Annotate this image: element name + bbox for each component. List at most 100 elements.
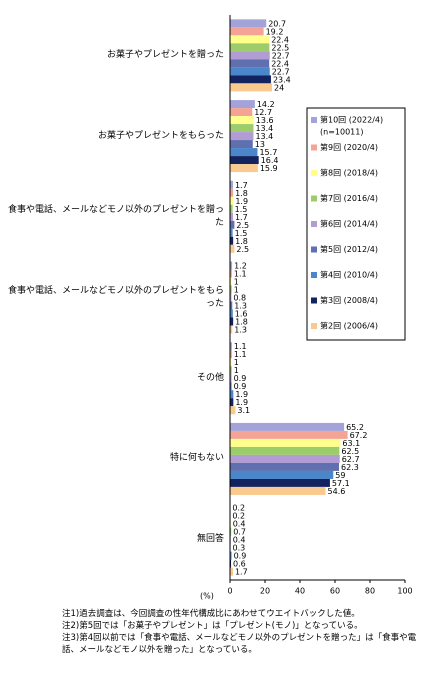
bar xyxy=(230,301,233,310)
bar xyxy=(230,164,258,173)
bar xyxy=(230,220,235,229)
value-label: 23.4 xyxy=(273,75,291,84)
x-tick-label: 80 xyxy=(365,587,375,596)
value-label: 22.7 xyxy=(272,51,290,60)
bar xyxy=(230,382,232,391)
bar xyxy=(230,285,232,294)
value-label: 1 xyxy=(234,366,239,375)
value-label: 13 xyxy=(255,140,265,149)
x-tick-label: 60 xyxy=(330,587,340,596)
bar xyxy=(230,325,233,334)
bar xyxy=(230,277,232,286)
value-label: 15.9 xyxy=(260,164,278,173)
value-label: 19.2 xyxy=(266,27,284,36)
bar xyxy=(230,188,234,197)
bar xyxy=(230,293,232,302)
bar xyxy=(230,422,345,431)
bar xyxy=(230,212,233,221)
value-label: 22.4 xyxy=(271,35,289,44)
bar xyxy=(230,269,232,278)
bar xyxy=(230,486,326,495)
value-label: 20.7 xyxy=(268,19,286,28)
value-label: 0.9 xyxy=(234,374,247,383)
value-label: 1.7 xyxy=(235,213,248,222)
bar xyxy=(230,470,334,479)
bar xyxy=(230,478,330,487)
value-label: 13.6 xyxy=(256,116,274,125)
value-label: 1.3 xyxy=(234,326,247,335)
bar xyxy=(230,374,232,383)
bar xyxy=(230,559,232,568)
value-label: 1.9 xyxy=(235,398,248,407)
bar xyxy=(230,108,253,117)
value-label: 62.5 xyxy=(341,447,359,456)
value-label: 57.1 xyxy=(332,479,350,488)
bar xyxy=(230,342,232,351)
bar xyxy=(230,454,340,463)
value-label: 16.4 xyxy=(261,156,279,165)
value-label: 1.5 xyxy=(235,229,248,238)
legend-marker xyxy=(311,195,317,202)
value-label: 1.1 xyxy=(234,342,247,351)
x-tick-label: 20 xyxy=(260,587,270,596)
bar xyxy=(230,309,233,318)
legend-label: 第6回 (2014/4) xyxy=(320,219,378,229)
bar xyxy=(230,390,234,399)
bar xyxy=(230,100,255,109)
category-label: お菓子やプレゼントを贈った xyxy=(106,49,224,60)
category-label: 無回答 xyxy=(196,534,224,545)
bar xyxy=(230,83,272,92)
value-label: 63.1 xyxy=(342,439,360,448)
value-label: 2.5 xyxy=(236,245,249,254)
bar xyxy=(230,430,348,439)
value-label: 22.5 xyxy=(271,43,289,52)
value-label: 1.8 xyxy=(235,237,248,246)
note: 注2)第5回では「お菓子やプレゼント」は「プレゼント(モノ)」となっている。 xyxy=(62,621,363,631)
bar xyxy=(230,124,254,133)
value-label: 1.7 xyxy=(235,181,248,190)
bar xyxy=(230,132,254,141)
value-label: 1.3 xyxy=(234,302,247,311)
bar xyxy=(230,67,270,76)
value-label: 1.8 xyxy=(235,189,248,198)
value-label: 13.4 xyxy=(255,132,273,141)
value-label: 24 xyxy=(274,83,284,92)
value-label: 0.9 xyxy=(234,552,247,561)
value-label: 67.2 xyxy=(350,431,368,440)
value-label: 14.2 xyxy=(257,100,275,109)
bar xyxy=(230,140,253,149)
bar xyxy=(230,261,233,270)
value-label: 0.8 xyxy=(233,294,246,303)
bar xyxy=(230,438,341,447)
legend-label: 第2回 (2006/4) xyxy=(320,321,378,331)
legend-label: 第8回 (2018/4) xyxy=(320,168,378,178)
x-tick-label: 40 xyxy=(295,587,305,596)
value-label: 22.7 xyxy=(272,67,290,76)
value-label: 1.5 xyxy=(235,205,248,214)
value-label: 0.4 xyxy=(233,520,246,529)
value-label: 1.1 xyxy=(234,270,247,279)
value-label: 0.6 xyxy=(233,560,246,569)
bar xyxy=(230,196,234,205)
bar xyxy=(230,43,270,52)
category-label: 食事や電話、メールなどモノ以外のプレゼントを贈った xyxy=(7,204,224,228)
bar xyxy=(230,116,254,125)
bar xyxy=(230,228,233,237)
category-label: 特に何もない xyxy=(169,453,224,464)
legend-box xyxy=(306,107,406,341)
bar xyxy=(230,567,233,576)
bar xyxy=(230,180,233,189)
value-label: 1.1 xyxy=(234,350,247,359)
x-axis-label: (%) xyxy=(200,592,214,601)
bar xyxy=(230,350,232,359)
legend-label: 第9回 (2020/4) xyxy=(320,142,378,152)
legend-marker xyxy=(311,297,317,304)
legend-label: 第3回 (2008/4) xyxy=(320,295,378,305)
bar xyxy=(230,527,232,536)
bar xyxy=(230,366,232,375)
bar xyxy=(230,27,264,36)
value-label: 62.3 xyxy=(341,463,359,472)
legend-marker xyxy=(311,323,317,329)
bar xyxy=(230,51,270,60)
